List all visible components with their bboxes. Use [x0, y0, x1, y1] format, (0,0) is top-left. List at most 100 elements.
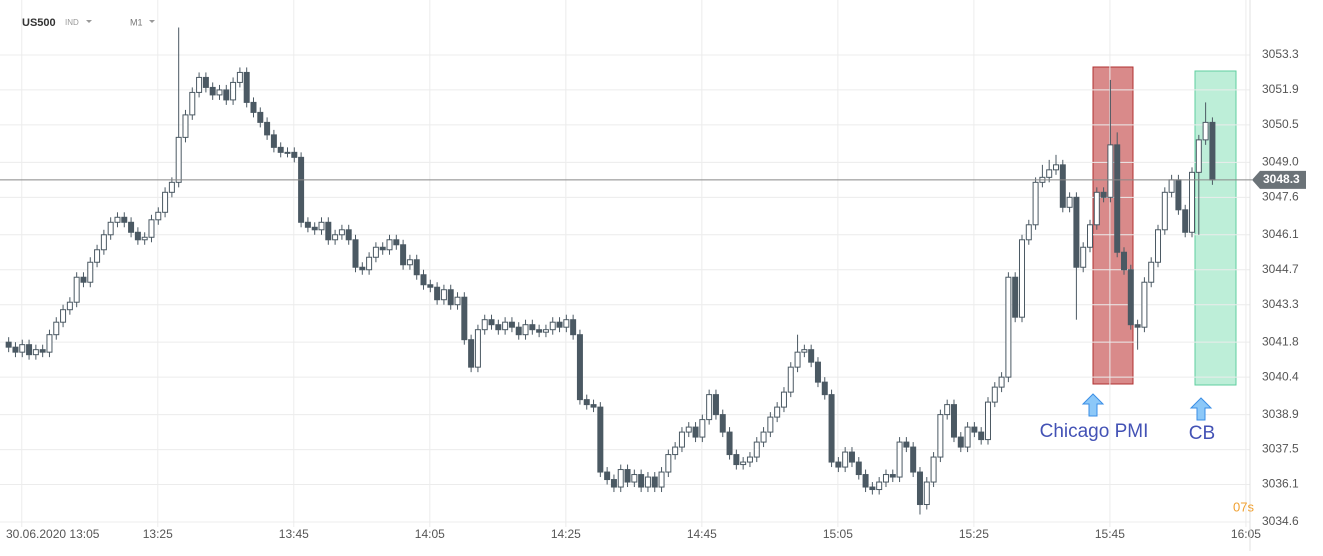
- candle-body: [243, 71, 250, 103]
- candle-body: [767, 416, 774, 433]
- candle-body: [556, 321, 563, 328]
- candle-body: [1005, 276, 1012, 378]
- highlight-box-red: [1092, 66, 1134, 385]
- candle-body: [420, 274, 427, 286]
- candle-body: [597, 406, 604, 473]
- candle-body: [1107, 144, 1114, 198]
- candle-body: [73, 276, 80, 303]
- candle-body: [808, 349, 815, 363]
- candle-body: [583, 399, 590, 406]
- candle-body: [32, 349, 39, 356]
- candle-body: [787, 366, 794, 393]
- candle-body: [427, 284, 434, 288]
- candle-body: [842, 451, 849, 468]
- y-tick-label: 3050.5: [1262, 117, 1299, 131]
- candle-body: [855, 461, 862, 476]
- candle-body: [60, 309, 67, 323]
- candle-body: [740, 461, 747, 466]
- candle-body: [576, 334, 583, 401]
- candle-body: [665, 454, 672, 473]
- candle-body: [910, 446, 917, 473]
- candle-body: [508, 321, 515, 328]
- candle-body: [1195, 139, 1202, 173]
- candle-body: [998, 376, 1005, 388]
- candle-body: [896, 441, 903, 478]
- candle-body: [638, 474, 645, 488]
- x-tick-label: 14:45: [687, 527, 717, 541]
- x-tick-label: 14:05: [415, 527, 445, 541]
- candle-body: [1127, 269, 1134, 326]
- candle-body: [536, 329, 543, 333]
- candle-body: [522, 324, 529, 336]
- candle-body: [304, 221, 311, 228]
- candle-body: [760, 431, 767, 443]
- candle-body: [889, 474, 896, 478]
- candle-body: [277, 146, 284, 153]
- candle-body: [733, 454, 740, 466]
- arrow-up: [1081, 393, 1105, 417]
- candle-body: [1121, 251, 1128, 271]
- symbol[interactable]: US500: [22, 17, 56, 29]
- candle-body: [488, 319, 495, 326]
- candle-body: [1155, 229, 1162, 263]
- candle-body: [87, 261, 94, 283]
- y-tick-label: 3044.7: [1262, 262, 1299, 276]
- candle-body: [563, 319, 570, 328]
- candle-body: [1093, 191, 1100, 226]
- candle-body: [332, 234, 339, 241]
- timeframe[interactable]: M1: [130, 17, 143, 27]
- candle-body: [413, 259, 420, 276]
- current-price-label: 3048.3: [1263, 172, 1300, 186]
- candle-body: [94, 249, 101, 263]
- candle-body: [236, 71, 243, 83]
- x-tick-label: 14:25: [551, 527, 581, 541]
- candle-body: [162, 191, 169, 213]
- candle-body: [624, 469, 631, 483]
- candle-body: [678, 431, 685, 448]
- candle-body: [631, 474, 638, 483]
- candle-body: [1141, 281, 1148, 328]
- candle-body: [814, 361, 821, 383]
- candle-body: [712, 394, 719, 416]
- candle-body: [699, 419, 706, 438]
- candle-body: [406, 259, 413, 266]
- candle-body: [794, 351, 801, 368]
- candle-body: [746, 456, 753, 463]
- candle-body: [53, 321, 60, 336]
- candle-body: [774, 406, 781, 418]
- x-tick-label: 16:05: [1231, 527, 1261, 541]
- y-tick-label: 3036.1: [1262, 477, 1299, 491]
- candle-body: [903, 441, 910, 448]
- candle-body: [821, 381, 828, 396]
- candle-body: [80, 276, 87, 283]
- candle-body: [1059, 164, 1066, 208]
- candle-body: [590, 404, 597, 408]
- candle-body: [372, 246, 379, 258]
- candle-body: [848, 451, 855, 463]
- candle-body: [828, 394, 835, 463]
- candle-body: [780, 391, 787, 408]
- plot-area: 3053.3 3051.9 3050.5 3049.0 3047.6 3046.1 3044…: [0, 0, 1306, 551]
- candle-body: [957, 436, 964, 448]
- candle-body: [318, 221, 325, 231]
- candle-body: [719, 414, 726, 433]
- candle-body: [121, 216, 128, 223]
- candle-body: [862, 474, 869, 488]
- candle-body: [604, 471, 611, 481]
- arrow-up: [1189, 397, 1213, 421]
- candle-body: [39, 349, 46, 353]
- candle-body: [1202, 121, 1209, 141]
- candle-body: [978, 431, 985, 441]
- candle-body: [1100, 191, 1107, 198]
- candle-body: [128, 221, 135, 233]
- y-tick-label: 3034.6: [1262, 514, 1299, 528]
- x-tick-label: 15:25: [959, 527, 989, 541]
- candle-body: [971, 426, 978, 433]
- candle-body: [1025, 224, 1032, 241]
- dropdown-icon[interactable]: [86, 20, 92, 23]
- y-tick-label: 3038.9: [1262, 407, 1299, 421]
- candle-body: [1080, 246, 1087, 268]
- dropdown-icon[interactable]: [149, 20, 155, 23]
- candle-body: [141, 236, 148, 241]
- candle-body: [495, 324, 502, 331]
